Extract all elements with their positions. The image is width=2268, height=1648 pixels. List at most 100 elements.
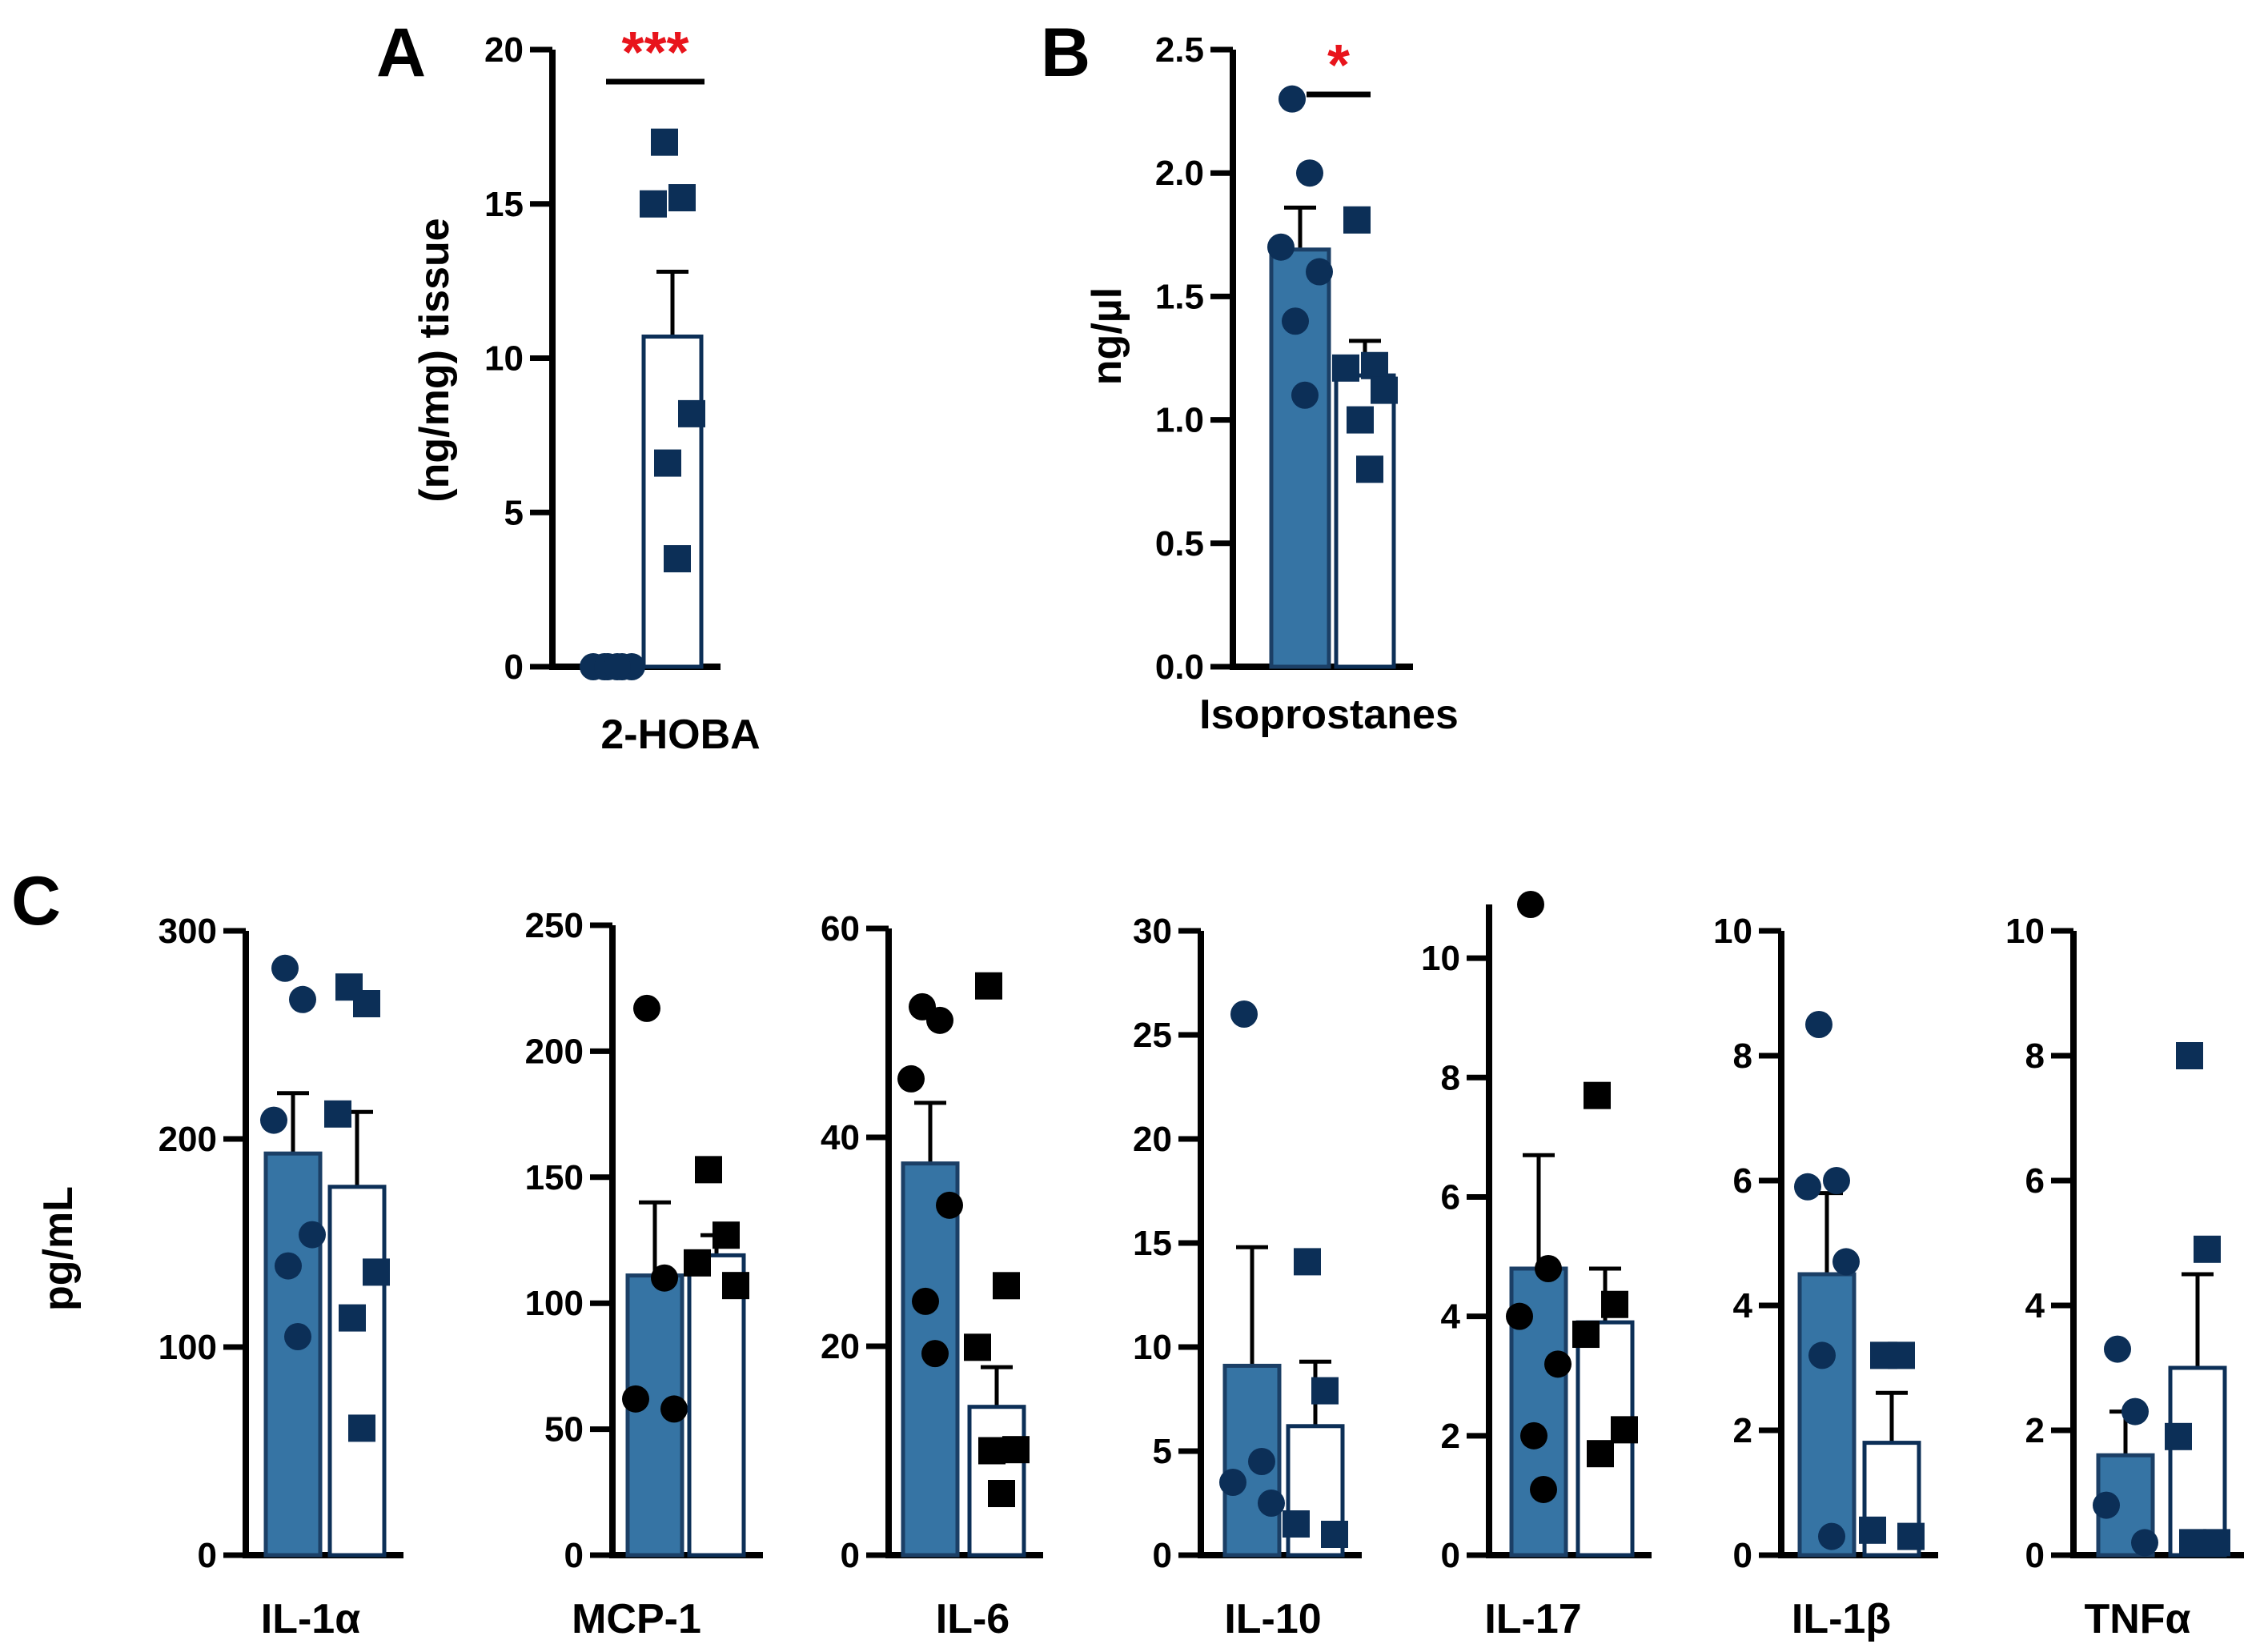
data-point-circle (1832, 1248, 1860, 1276)
data-point-circle (1517, 891, 1544, 918)
y-tick-label: 20 (484, 30, 524, 70)
data-point-circle (1267, 233, 1295, 261)
y-tick-label: 5 (1153, 1432, 1172, 1471)
data-point-square (978, 1437, 1006, 1465)
data-point-square (988, 1480, 1015, 1508)
category-label: TNFα (2084, 1596, 2190, 1642)
data-point-circle (1544, 1350, 1572, 1378)
y-tick-label: 4 (2025, 1286, 2045, 1325)
data-point-square (1371, 376, 1398, 404)
y-tick-label: 300 (159, 912, 217, 951)
chart-il-1-: 0 2 4 6 8 10 IL-1β (1713, 912, 1938, 1642)
significance-label: *** (621, 21, 688, 85)
data-point-square (324, 1100, 351, 1128)
data-point-square (668, 184, 696, 212)
data-point-square (339, 1304, 366, 1332)
y-tick-label: 10 (1133, 1328, 1172, 1367)
data-point-square (363, 1258, 390, 1286)
panel-label-b: B (1041, 14, 1090, 91)
y-tick-label: 8 (2025, 1037, 2045, 1076)
panel-label-a: A (376, 14, 426, 91)
y-axis-title: pg/mL (35, 1186, 82, 1311)
data-point-square (684, 1249, 711, 1277)
y-tick-label: 15 (1133, 1224, 1172, 1263)
data-point-circle (622, 1385, 649, 1413)
chart-mcp-1: 0 50 100 150 200 250 MCP-1 (525, 906, 763, 1642)
data-point-square (1294, 1248, 1321, 1276)
data-point-circle (289, 985, 316, 1013)
y-tick-label: 2 (2025, 1411, 2045, 1450)
bar-group2 (327, 1185, 387, 1558)
data-point-circle (1530, 1475, 1557, 1503)
y-tick-label: 4 (1441, 1297, 1461, 1337)
data-point-circle (1248, 1448, 1275, 1475)
data-point-square (713, 1221, 740, 1249)
y-tick-label: 10 (1421, 939, 1460, 978)
chart-il-17: 0 2 4 6 8 10 IL-17 (1421, 891, 1652, 1642)
data-point-square (2179, 1529, 2206, 1557)
category-label: IL-10 (1224, 1596, 1321, 1642)
y-tick-label: 10 (484, 339, 524, 379)
data-point-square (2176, 1042, 2203, 1069)
data-point-square (353, 990, 380, 1017)
chart-2-hoba: 0 5 10 15 20 2-HOBA (ng/mg) tissue *** (411, 21, 761, 758)
data-point-circle (936, 1191, 963, 1219)
y-tick-label: 1.5 (1155, 277, 1204, 316)
data-point-circle (2093, 1491, 2120, 1519)
data-point-square (1611, 1416, 1638, 1444)
data-point-circle (299, 1221, 326, 1249)
y-tick-label: 250 (525, 906, 584, 945)
bar-group2 (687, 1253, 746, 1558)
y-tick-label: 0 (198, 1536, 217, 1575)
data-point-circle (1818, 1522, 1845, 1550)
y-tick-label: 0.5 (1155, 524, 1204, 563)
data-point-circle (1808, 1341, 1836, 1369)
data-point-circle (604, 653, 631, 680)
chart-tnf-: 0 2 4 6 8 10 TNFα (2005, 912, 2244, 1642)
y-tick-label: 10 (2005, 912, 2045, 951)
data-point-square (1361, 351, 1388, 379)
data-point-circle (1823, 1167, 1850, 1194)
y-axis-title: ng/µl (1084, 287, 1130, 385)
bar-group2 (2168, 1365, 2227, 1558)
y-tick-label: 0 (564, 1536, 584, 1575)
data-point-square (1888, 1341, 1915, 1369)
y-tick-label: 2 (1733, 1411, 1752, 1450)
data-point-square (348, 1414, 375, 1442)
y-tick-label: 0 (1733, 1536, 1752, 1575)
data-point-circle (1306, 258, 1333, 286)
category-label: MCP-1 (572, 1596, 701, 1642)
y-tick-label: 20 (821, 1327, 860, 1366)
data-point-circle (651, 1264, 678, 1292)
data-point-square (964, 1333, 991, 1361)
y-tick-label: 2.0 (1155, 154, 1204, 193)
y-tick-label: 0 (2025, 1536, 2045, 1575)
category-label: Isoprostanes (1199, 692, 1459, 738)
data-point-square (1002, 1436, 1030, 1464)
y-tick-label: 150 (525, 1158, 584, 1197)
data-point-square (993, 1272, 1020, 1300)
y-tick-label: 8 (1733, 1037, 1752, 1076)
data-point-circle (1219, 1469, 1246, 1496)
chart-il-6: 0 20 40 60 IL-6 (821, 909, 1043, 1642)
data-point-square (1356, 455, 1383, 483)
data-point-circle (271, 954, 299, 982)
data-point-circle (1805, 1011, 1832, 1038)
chart-il-1-: 0 100 200 300 IL-1α pg/mL (35, 912, 403, 1642)
category-label: IL-6 (936, 1596, 1010, 1642)
y-tick-label: 5 (504, 493, 524, 532)
data-point-square (2194, 1235, 2221, 1263)
data-point-circle (2131, 1529, 2158, 1557)
y-tick-label: 0.0 (1155, 648, 1204, 687)
data-point-circle (633, 994, 660, 1022)
data-point-circle (1794, 1173, 1821, 1201)
y-tick-label: 60 (821, 909, 860, 948)
data-point-square (678, 399, 705, 427)
category-label: IL-1α (261, 1596, 360, 1642)
y-tick-label: 8 (1441, 1058, 1460, 1097)
data-point-square (1601, 1290, 1628, 1318)
y-tick-label: 20 (1133, 1120, 1172, 1159)
data-point-square (1587, 1440, 1614, 1468)
category-label: IL-17 (1484, 1596, 1581, 1642)
